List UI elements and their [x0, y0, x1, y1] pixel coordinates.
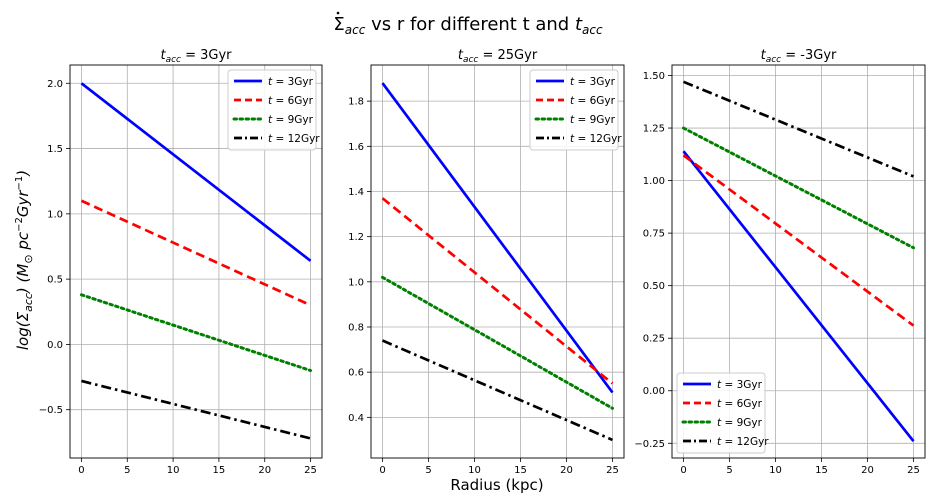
y-tick-label: 1.4 [348, 187, 364, 198]
series-line-3 [79, 293, 313, 373]
series-line-3 [381, 275, 614, 410]
legend: t = 3Gyr t = 6Gyr t = 9Gyr t = 12Gyr [676, 372, 769, 454]
x-tick-label: 10 [167, 465, 180, 476]
x-tick-label: 20 [258, 465, 271, 476]
series-line-4 [381, 339, 614, 442]
y-tick-label: −0.5 [39, 405, 63, 416]
legend-label: t = 9Gyr [717, 417, 763, 429]
x-tick-label: 5 [124, 465, 130, 476]
y-tick-label: 0.6 [348, 368, 364, 379]
y-tick-label: 2.0 [47, 79, 63, 90]
legend-label: t = 6Gyr [268, 95, 314, 107]
series-line-1 [682, 150, 915, 443]
y-tick-label: 1.2 [348, 232, 364, 243]
y-tick-label: 1.0 [348, 277, 364, 288]
x-tick-label: 0 [680, 465, 686, 476]
y-tick-label: −0.25 [634, 439, 665, 450]
y-tick-label: 1.6 [348, 142, 364, 153]
x-tick-label: 5 [425, 465, 431, 476]
legend-label: t = 3Gyr [717, 379, 763, 391]
x-tick-label: 15 [815, 465, 828, 476]
series-line-4 [682, 80, 915, 178]
legend-label: t = 9Gyr [570, 114, 616, 126]
y-tick-label: 1.0 [47, 209, 63, 220]
x-tick-label: 20 [560, 465, 573, 476]
y-tick-label: 1.00 [643, 176, 665, 187]
x-tick-label: 25 [907, 465, 920, 476]
y-tick-label: 0.00 [643, 386, 665, 397]
y-tick-label: 1.25 [643, 124, 665, 135]
panel-2: 0 5 10 15 20 25 0.4 0.6 0.8 1.0 1.2 1.4 1.6 1.8 tacc =… [348, 48, 625, 476]
y-tick-label: 0.50 [643, 281, 665, 292]
y-tick-label: 0.5 [47, 275, 63, 286]
y-tick-label: 1.8 [348, 97, 364, 108]
x-axis-label: Radius (kpc) [450, 476, 543, 494]
legend-label: t = 3Gyr [268, 76, 314, 88]
plot-frame [370, 64, 625, 459]
panel-title: tacc = -3Gyr [761, 48, 837, 65]
series-line-1 [381, 82, 614, 394]
legend-label: t = 6Gyr [570, 95, 616, 107]
legend: t = 3Gyr t = 6Gyr t = 9Gyr t = 12Gyr [529, 69, 622, 151]
y-tick-label: 0.8 [348, 323, 364, 334]
panel-title: tacc = 3Gyr [160, 48, 232, 65]
x-tick-label: 10 [769, 465, 782, 476]
y-tick-label: 0.4 [348, 413, 364, 424]
x-tick-label: 20 [861, 465, 874, 476]
y-tick-label: 0.75 [643, 229, 665, 240]
legend-label: t = 12Gyr [570, 133, 622, 145]
panel-3: 0 5 10 15 20 25 −0.25 0.00 0.25 0.50 0.75 1.00 1.25 1… [634, 48, 926, 476]
x-tick-label: 25 [304, 465, 317, 476]
x-tick-label: 0 [379, 465, 385, 476]
plot-frame [671, 64, 926, 459]
x-tick-label: 15 [213, 465, 226, 476]
legend-box [676, 372, 766, 454]
legend-label: t = 12Gyr [717, 436, 769, 448]
figure-suptitle: Σacc vs r for different t and tacc [333, 14, 603, 37]
suptitle-dot-accent [336, 11, 340, 15]
legend-label: t = 9Gyr [268, 114, 314, 126]
legend-label: t = 12Gyr [268, 133, 320, 145]
y-tick-label: 1.5 [47, 144, 63, 155]
x-tick-label: 0 [78, 465, 84, 476]
series-line-2 [80, 199, 312, 307]
series-line-4 [81, 379, 311, 440]
legend-box [529, 69, 619, 151]
series-line-1 [80, 82, 312, 262]
y-tick-label: 0.25 [643, 334, 665, 345]
y-axis-label: log(Σacc) (M⊙ pc−2Gyr−1) [14, 170, 35, 350]
legend-label: t = 3Gyr [570, 76, 616, 88]
series-line-2 [682, 154, 915, 327]
legend-label: t = 6Gyr [717, 398, 763, 410]
panel-title: tacc = 25Gyr [458, 48, 538, 65]
y-tick-label: 1.50 [643, 71, 665, 82]
series-line-3 [682, 126, 915, 250]
x-tick-label: 5 [726, 465, 732, 476]
x-tick-label: 10 [468, 465, 481, 476]
plot-frame [69, 64, 323, 459]
series-line-2 [381, 197, 614, 385]
x-tick-label: 25 [606, 465, 619, 476]
panel-1: 0 5 10 15 20 25 −0.5 0.0 0.5 1.0 1.5 2.0 tacc = 3Gyr… [39, 48, 323, 476]
legend: t = 3Gyr t = 6Gyr t = 9Gyr t = 12Gyr [227, 69, 320, 151]
x-tick-label: 15 [514, 465, 527, 476]
y-tick-label: 0.0 [47, 340, 63, 351]
legend-box [227, 69, 317, 151]
